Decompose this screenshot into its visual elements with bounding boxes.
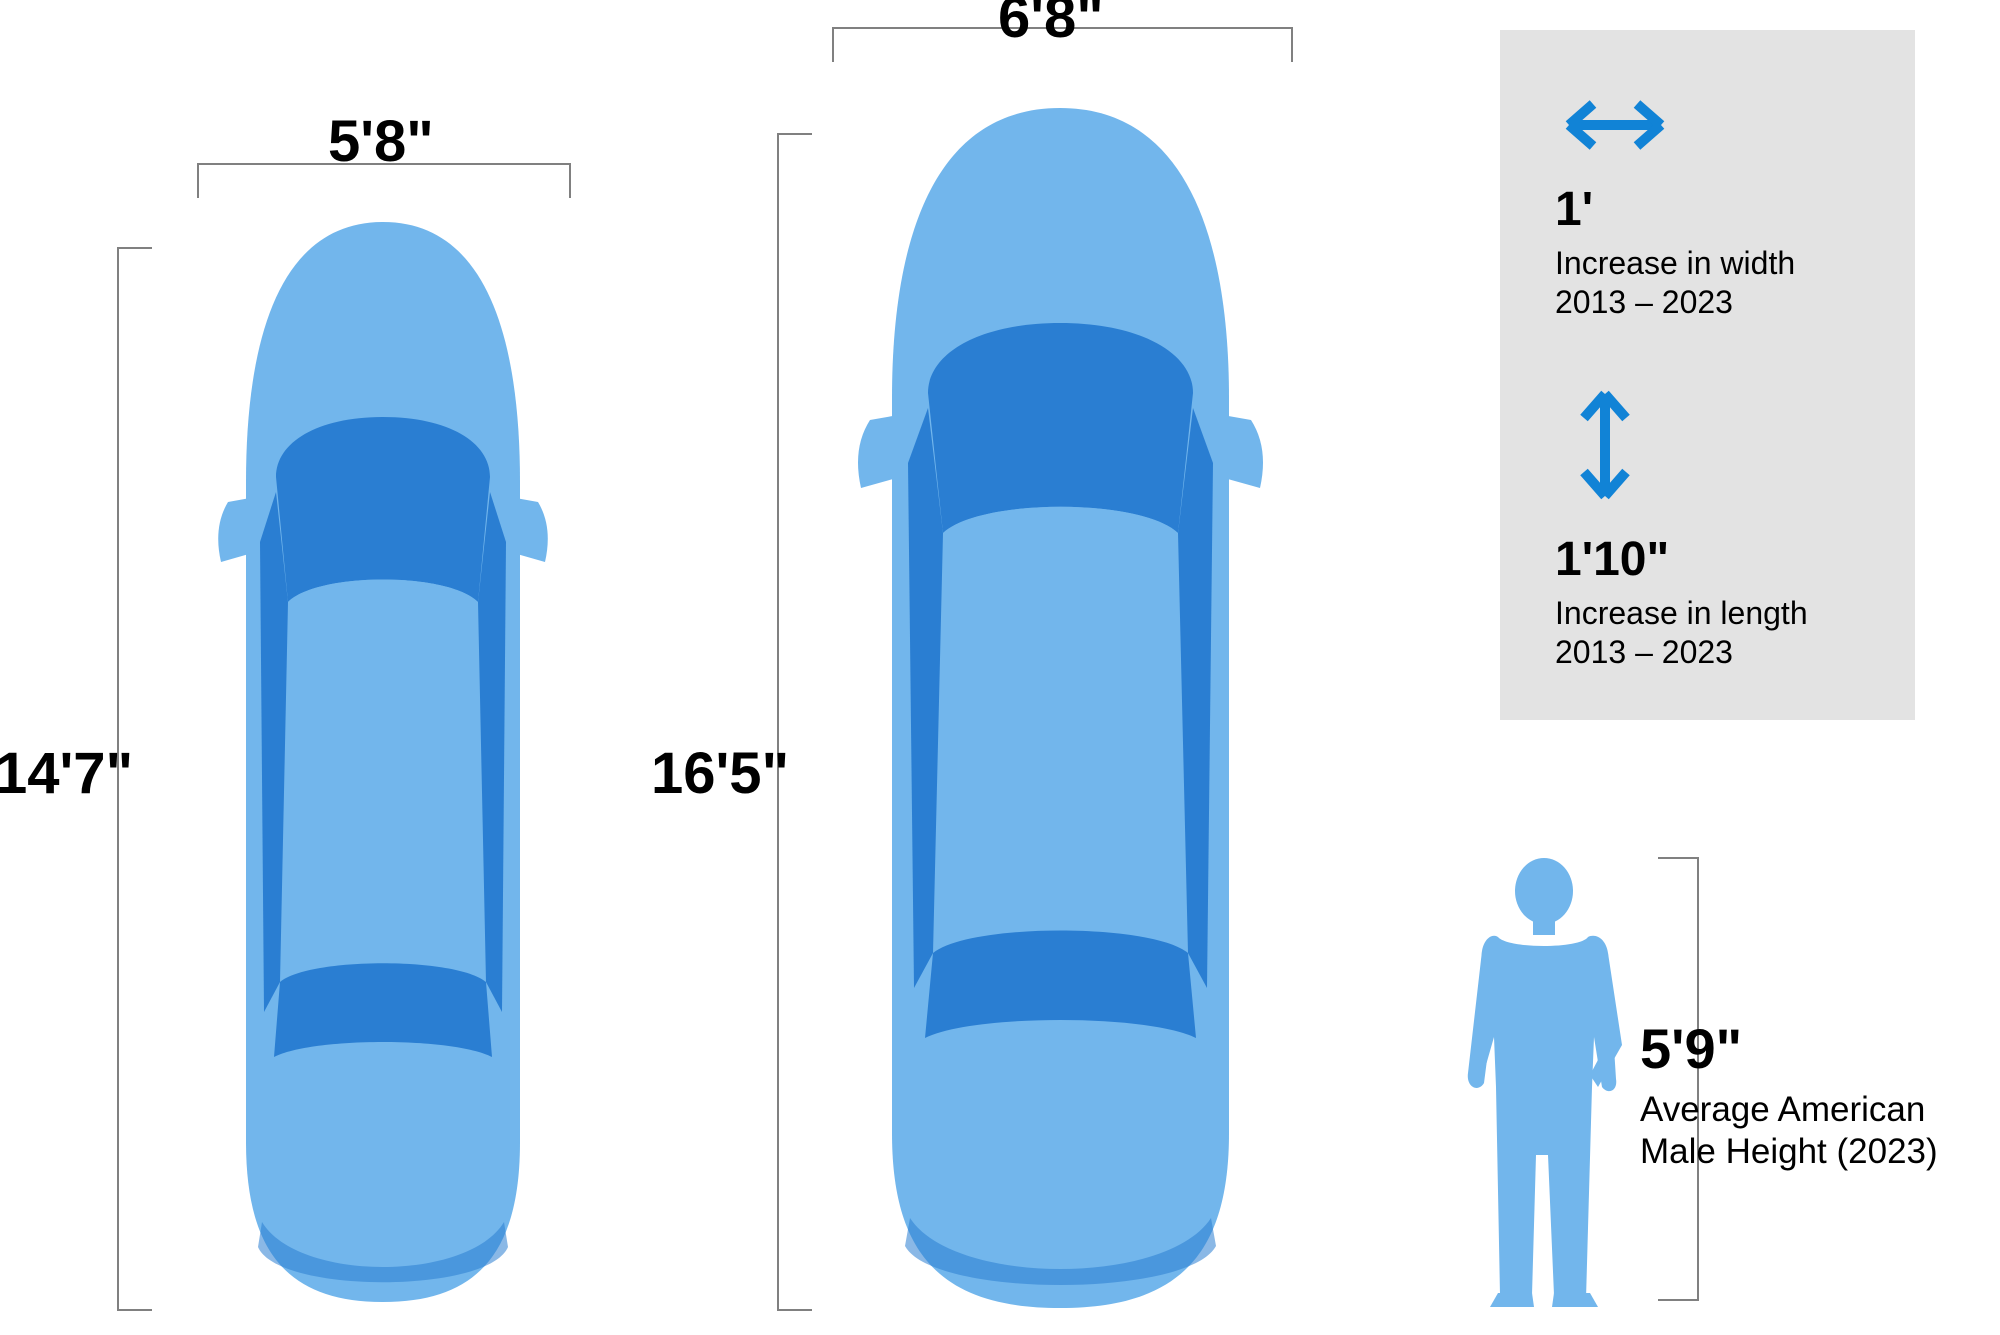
length-arrow-icon [1570,380,1640,510]
width-arrow-icon [1555,90,1675,160]
large-car-width-label: 6'8" [998,0,1104,51]
info-panel: 1' Increase in width 2013 – 2023 1'10" I… [1500,30,1915,720]
length-increase-value: 1'10" [1555,532,1669,587]
person-icon [1440,855,1640,1310]
width-increase-line1: Increase in width [1555,245,1795,282]
small-car-length-label: 14'7" [0,740,115,807]
small-car-width-label: 5'8" [328,108,434,175]
large-car-length-label: 16'5" [651,740,789,807]
width-increase-value: 1' [1555,182,1593,237]
person-height-line2: Male Height (2023) [1640,1132,1938,1172]
large-car-icon [858,108,1263,1308]
small-car-icon [218,222,548,1302]
width-increase-line2: 2013 – 2023 [1555,284,1733,321]
person-height-value: 5'9" [1640,1016,1742,1081]
length-increase-line2: 2013 – 2023 [1555,634,1733,671]
person-height-line1: Average American [1640,1090,1925,1130]
length-increase-line1: Increase in length [1555,595,1808,632]
